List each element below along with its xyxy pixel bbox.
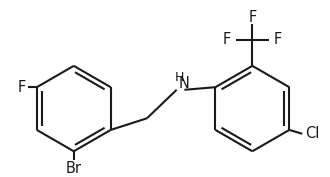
- Text: F: F: [274, 32, 282, 47]
- Text: F: F: [17, 80, 25, 95]
- Text: Br: Br: [66, 161, 82, 176]
- Text: N: N: [178, 76, 189, 91]
- Text: F: F: [248, 10, 256, 25]
- Text: F: F: [222, 32, 231, 47]
- Text: Cl: Cl: [306, 126, 320, 141]
- Text: H: H: [175, 71, 184, 84]
